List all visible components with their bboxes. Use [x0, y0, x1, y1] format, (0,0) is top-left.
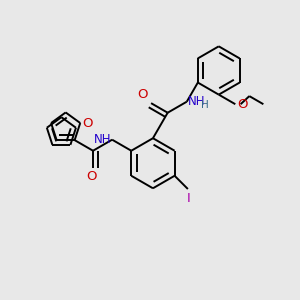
Text: O: O [82, 116, 93, 130]
Text: NH: NH [94, 133, 111, 146]
Text: O: O [87, 170, 97, 183]
Text: I: I [187, 192, 191, 205]
Text: O: O [237, 98, 247, 111]
Text: H: H [201, 100, 208, 110]
Text: O: O [138, 88, 148, 101]
Text: NH: NH [188, 95, 206, 108]
